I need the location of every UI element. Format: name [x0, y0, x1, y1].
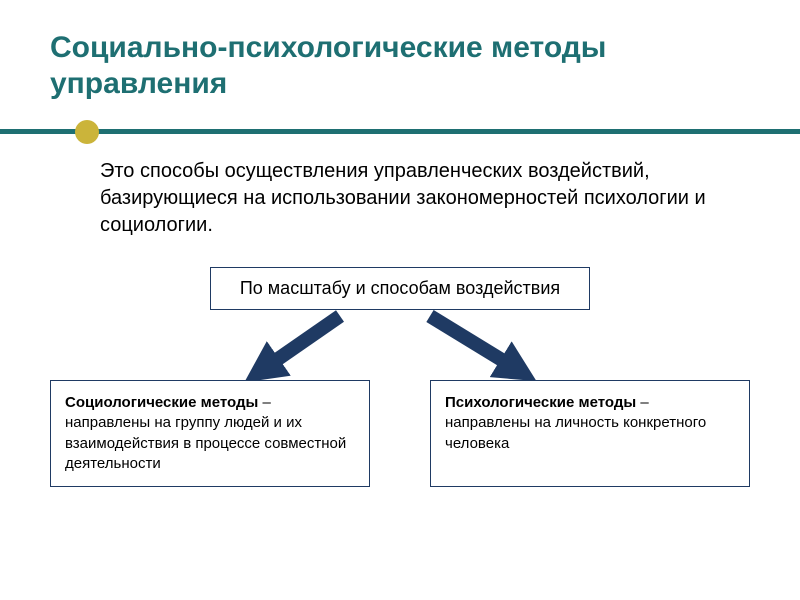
bottom-row: Социологические методы – направлены на г…	[0, 380, 800, 487]
psychological-lead: Психологические методы	[445, 394, 636, 411]
arrows-region	[0, 310, 800, 380]
arrow-right-icon	[430, 316, 515, 368]
psychological-methods-box: Психологические методы – направлены на л…	[430, 380, 750, 487]
arrows-svg	[0, 310, 800, 380]
arrow-left-icon	[265, 316, 340, 368]
intro-text: Это способы осуществления управленческих…	[0, 158, 800, 239]
page-title: Социально-психологические методы управле…	[50, 30, 750, 102]
sociological-methods-box: Социологические методы – направлены на г…	[50, 380, 370, 487]
sociological-lead: Социологические методы	[65, 394, 258, 411]
divider-line	[0, 129, 800, 134]
title-divider	[0, 120, 800, 140]
divider-dot-icon	[75, 120, 99, 144]
criteria-box: По масштабу и способам воздействия	[210, 267, 590, 310]
